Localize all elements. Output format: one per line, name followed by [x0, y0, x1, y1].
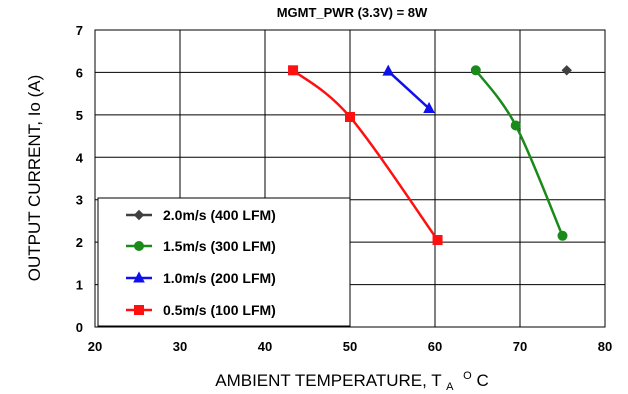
legend-entry: 1.0m/s (200 LFM): [126, 270, 276, 286]
x-axis-ticks: 20 30 40 50 60 70 80: [88, 339, 612, 354]
plot-frame: [94, 29, 606, 328]
legend-swatch-marker: [133, 271, 145, 283]
y-tick-label: 3: [76, 193, 83, 208]
x-tick-label: 40: [258, 339, 272, 354]
series-layer: [288, 64, 572, 246]
legend-entry: 0.5m/s (100 LFM): [126, 302, 276, 318]
x-tick-label: 30: [173, 339, 187, 354]
chart-title: MGMT_PWR (3.3V) = 8W: [277, 5, 428, 20]
series-line: [474, 69, 564, 237]
legend-entry: 1.5m/s (300 LFM): [126, 238, 276, 254]
x-tick-label: 80: [598, 339, 612, 354]
legend-entry: 2.0m/s (400 LFM): [126, 207, 276, 223]
series-0: [561, 65, 572, 76]
y-tick-label: 5: [76, 108, 83, 123]
x-tick-label: 70: [513, 339, 527, 354]
data-point: [470, 65, 481, 76]
legend-label: 2.0m/s (400 LFM): [163, 207, 276, 223]
y-axis-label: OUTPUT CURRENT, Io (A): [25, 75, 44, 282]
x-axis-label-main: AMBIENT TEMPERATURE, T: [215, 371, 441, 390]
legend-swatch-marker: [133, 209, 145, 221]
series-line: [387, 70, 430, 110]
data-point: [432, 235, 443, 246]
x-tick-label: 20: [88, 339, 102, 354]
y-tick-label: 1: [76, 278, 83, 293]
legend-swatch-marker: [134, 241, 144, 251]
data-point: [345, 111, 355, 122]
legend: 2.0m/s (400 LFM) 1.5m/s (300 LFM) 1.0m/s (…: [97, 197, 351, 327]
y-tick-label: 4: [76, 150, 84, 165]
legend-label: 1.5m/s (300 LFM): [163, 238, 276, 254]
x-axis-label-superscript: O: [463, 370, 472, 382]
x-axis-label: AMBIENT TEMPERATURE, T A O C: [215, 364, 488, 394]
series-1: [470, 65, 568, 241]
x-tick-label: 50: [343, 339, 357, 354]
y-tick-label: 2: [76, 235, 83, 250]
x-tick-label: 60: [428, 339, 442, 354]
y-tick-label: 6: [76, 65, 83, 80]
data-point: [510, 120, 521, 131]
series-2: [382, 64, 435, 113]
legend-box: [97, 197, 351, 327]
x-axis-label-subscript: A: [446, 381, 454, 393]
y-axis-ticks: 0 1 2 3 4 5 6 7: [76, 23, 84, 335]
y-tick-label: 0: [76, 320, 83, 335]
y-tick-label: 7: [76, 23, 83, 38]
legend-label: 1.0m/s (200 LFM): [163, 270, 276, 286]
data-point: [561, 65, 572, 76]
data-point: [382, 64, 395, 76]
legend-swatch-marker: [134, 305, 144, 315]
data-point: [557, 230, 568, 241]
data-point: [288, 65, 299, 76]
series-3: [288, 65, 443, 246]
legend-label: 0.5m/s (100 LFM): [163, 302, 276, 318]
x-axis-label-unit: C: [476, 371, 488, 390]
data-point: [423, 101, 435, 113]
series-line: [292, 69, 439, 241]
